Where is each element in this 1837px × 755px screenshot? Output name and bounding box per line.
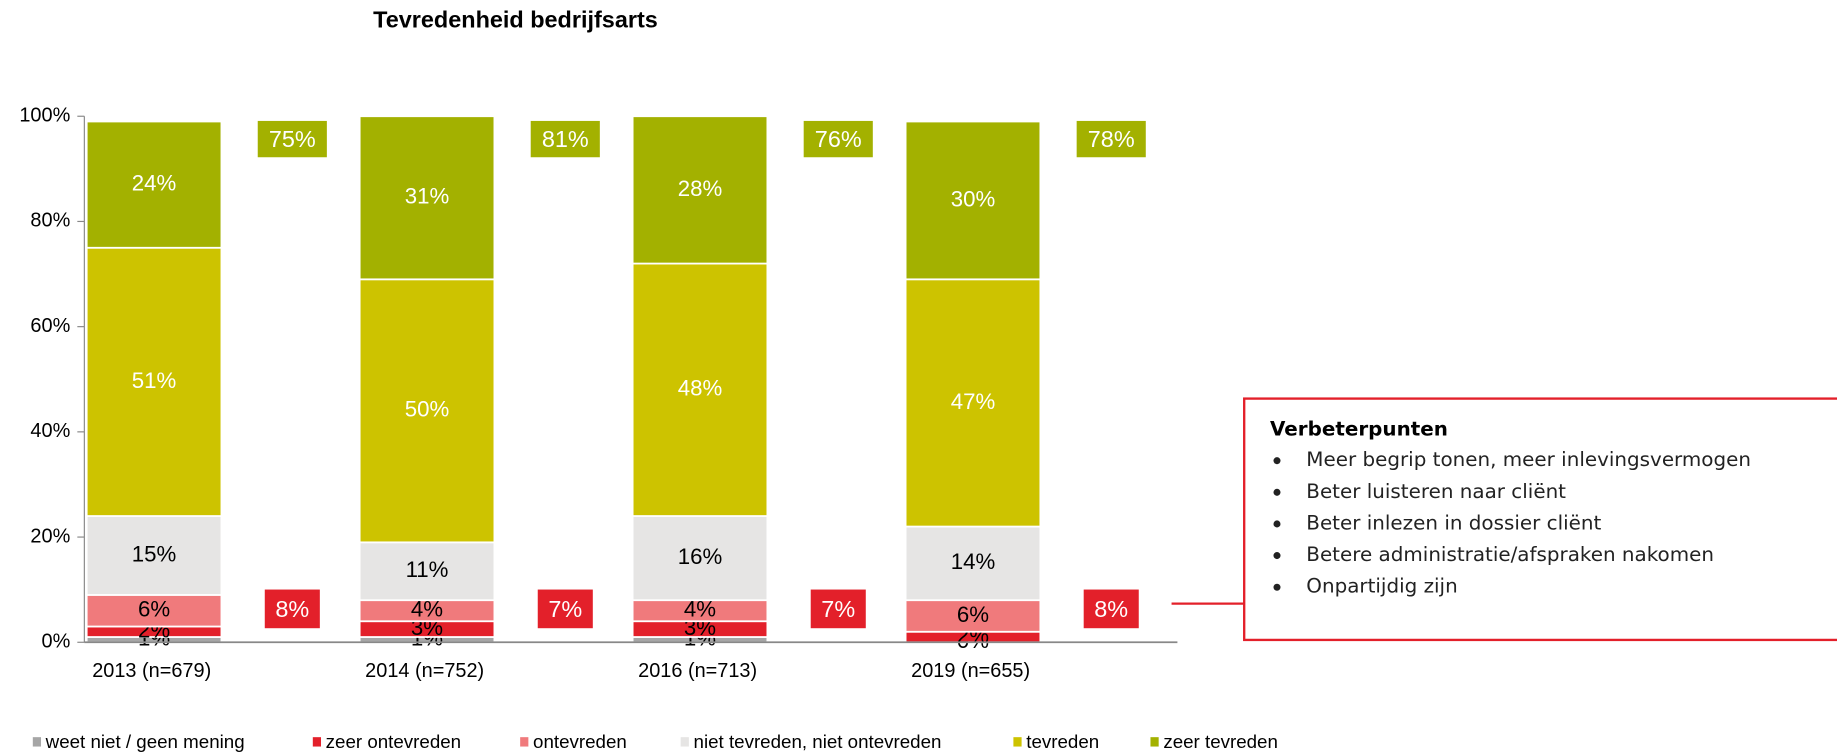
total-label: 75% <box>269 126 316 152</box>
total-label: 76% <box>815 126 862 152</box>
total-label: 8% <box>1094 596 1128 622</box>
note-item: Onpartijdig zijn <box>1306 575 1457 598</box>
data-label: 6% <box>957 602 989 627</box>
data-label: 11% <box>406 557 449 582</box>
y-tick-label: 80% <box>30 210 70 232</box>
y-tick-label: 40% <box>30 420 70 442</box>
total-box <box>810 589 866 629</box>
y-tick-label: 100% <box>19 105 70 127</box>
bullet <box>1273 457 1281 465</box>
x-tick-label: 2019 (n=655) <box>911 660 1030 682</box>
total-box <box>257 120 327 158</box>
data-label: 30% <box>951 186 996 211</box>
data-label: 6% <box>138 597 170 622</box>
y-tick-label: 20% <box>30 525 70 547</box>
bullet <box>1273 552 1281 560</box>
note-title: Verbeterpunten <box>1270 418 1448 441</box>
bar-segment <box>904 599 1042 633</box>
total-box <box>1076 120 1146 158</box>
legend-label: weet niet / geen mening <box>45 731 245 752</box>
total-box <box>537 589 593 629</box>
total-box <box>530 120 600 158</box>
bar-segment <box>904 120 1042 281</box>
data-label: 14% <box>951 549 996 574</box>
legend-label: tevreden <box>1026 731 1099 752</box>
legend-marker <box>312 737 322 747</box>
legend-marker <box>1013 737 1022 747</box>
total-box <box>803 120 873 158</box>
bar-segment <box>358 115 496 281</box>
note-item: Betere administratie/afspraken nakomen <box>1306 543 1714 566</box>
total-box <box>264 589 320 629</box>
note-item: Meer begrip tonen, meer inlevingsvermoge… <box>1306 448 1751 471</box>
total-label: 78% <box>1088 126 1135 152</box>
y-tick-label: 60% <box>30 315 70 337</box>
note-item: Beter luisteren naar cliënt <box>1306 480 1566 503</box>
bar-segment <box>85 120 223 249</box>
chart-title: Tevredenheid bedrijfsarts <box>373 7 658 33</box>
bar-segment <box>85 246 223 517</box>
legend-marker <box>1150 737 1159 747</box>
note: Verbeterpunten Meer begrip tonen, meer i… <box>1270 418 1751 598</box>
legend-label: ontevreden <box>533 731 627 752</box>
data-label: 48% <box>678 376 723 401</box>
note-item: Beter inlezen in dossier cliënt <box>1306 511 1601 534</box>
x-tick-label: 2016 (n=713) <box>638 660 757 682</box>
legend-label: niet tevreden, niet ontevreden <box>694 731 942 752</box>
note-box <box>1243 397 1837 642</box>
legend-label: zeer tevreden <box>1163 731 1278 752</box>
total-label: 81% <box>542 126 589 152</box>
data-label: 16% <box>678 544 723 569</box>
bar-segment <box>85 515 223 596</box>
bullet <box>1273 583 1281 591</box>
data-label: 28% <box>678 176 723 201</box>
total-label: 7% <box>821 596 855 622</box>
legend-marker <box>520 737 529 747</box>
bar-segment <box>904 525 1042 602</box>
bar-segment <box>631 115 769 265</box>
total-label: 8% <box>275 596 309 622</box>
bullet <box>1273 488 1281 496</box>
bar-segment <box>358 278 496 544</box>
data-label: 51% <box>132 368 177 393</box>
total-label: 7% <box>548 596 582 622</box>
bar-segment <box>904 278 1042 528</box>
x-tick-label: 2013 (n=679) <box>92 660 211 682</box>
x-tick-label: 2014 (n=752) <box>365 660 484 682</box>
bar-segment <box>85 594 223 628</box>
data-label: 15% <box>132 541 177 566</box>
data-label: 31% <box>405 184 450 209</box>
bullet <box>1273 520 1281 528</box>
legend-marker <box>680 737 689 747</box>
y-tick-label: 0% <box>42 631 71 653</box>
legend-label: zeer ontevreden <box>326 731 461 752</box>
data-label: 47% <box>951 389 996 414</box>
data-label: 50% <box>405 397 450 422</box>
total-box <box>1083 589 1139 629</box>
data-label: 24% <box>132 171 177 196</box>
legend-marker <box>32 737 42 747</box>
